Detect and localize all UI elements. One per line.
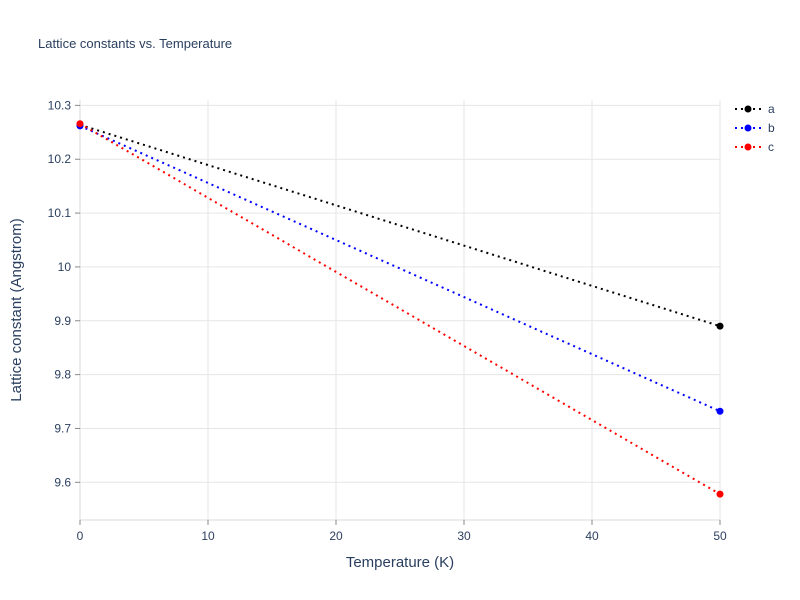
y-tick-label: 10.1 xyxy=(48,206,72,220)
x-tick-label: 0 xyxy=(77,529,84,543)
x-tick-label: 10 xyxy=(201,529,215,543)
x-tick-label: 30 xyxy=(457,529,471,543)
x-tick-label: 50 xyxy=(713,529,727,543)
x-tick-label: 40 xyxy=(585,529,599,543)
y-tick-label: 10.3 xyxy=(48,98,72,112)
y-tick-label: 10.2 xyxy=(48,152,72,166)
series-line-c xyxy=(79,122,721,496)
series-line-b xyxy=(79,124,721,413)
legend-item-c[interactable]: c xyxy=(733,140,775,154)
y-axis-label: Lattice constant (Angstrom) xyxy=(8,218,25,402)
legend-sample-b xyxy=(735,124,761,132)
legend-item-b[interactable]: b xyxy=(733,121,775,135)
chart-title: Lattice constants vs. Temperature xyxy=(38,36,233,51)
y-tick-label: 9.6 xyxy=(54,475,71,489)
series-marker-c xyxy=(716,490,724,498)
legend-item-a[interactable]: a xyxy=(733,102,775,116)
legend-label-c: c xyxy=(768,140,774,154)
legend-label-a: a xyxy=(768,102,775,116)
y-tick-label: 9.9 xyxy=(54,314,71,328)
x-tick-label: 20 xyxy=(329,529,343,543)
y-tick-label: 9.7 xyxy=(54,421,71,435)
y-tick-label: 10 xyxy=(58,260,72,274)
series-marker-c xyxy=(76,120,84,128)
series-line-a xyxy=(79,123,721,328)
y-tick-label: 9.8 xyxy=(54,368,71,382)
legend-label-b: b xyxy=(768,121,775,135)
series-marker-a xyxy=(716,322,724,330)
x-axis-label: Temperature (K) xyxy=(345,554,455,571)
legend-sample-c xyxy=(735,143,761,151)
series-marker-b xyxy=(716,407,724,415)
legend-sample-a xyxy=(735,105,761,113)
